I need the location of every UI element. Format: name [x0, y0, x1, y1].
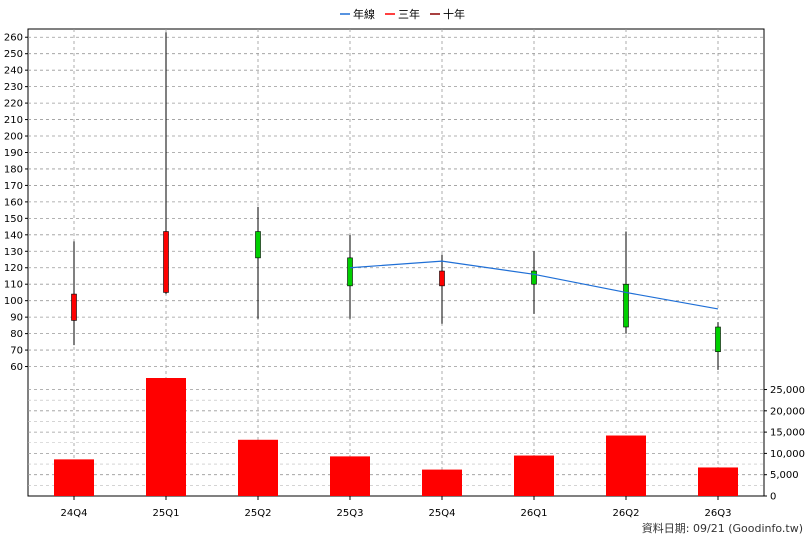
price-tick-label: 250 — [4, 49, 23, 60]
price-tick-label: 190 — [4, 148, 23, 159]
volume-bar — [238, 439, 278, 496]
volume-tick-label: 25,000 — [770, 385, 805, 396]
volume-bar — [514, 455, 554, 496]
category-label: 24Q4 — [61, 508, 88, 519]
category-label: 26Q2 — [613, 508, 640, 519]
legend-label: 三年 — [398, 7, 420, 21]
price-tick-label: 240 — [4, 66, 23, 77]
price-tick-label: 170 — [4, 181, 23, 192]
volume-bar — [54, 459, 94, 496]
category-label: 25Q3 — [337, 508, 364, 519]
candle-body — [531, 270, 537, 285]
category-label: 26Q3 — [705, 508, 732, 519]
price-tick-label: 90 — [10, 313, 23, 324]
price-tick-label: 210 — [4, 115, 23, 126]
volume-bar — [606, 435, 646, 496]
price-tick-label: 200 — [4, 132, 23, 143]
price-tick-label: 100 — [4, 296, 23, 307]
volume-bar — [422, 469, 462, 496]
price-tick-label: 180 — [4, 164, 23, 175]
price-tick-label: 150 — [4, 214, 23, 225]
price-tick-label: 220 — [4, 99, 23, 110]
volume-tick-label: 0 — [770, 492, 776, 503]
volume-tick-label: 20,000 — [770, 406, 805, 417]
series-line-annual — [349, 260, 719, 310]
category-label: 26Q1 — [521, 508, 548, 519]
plot-area — [27, 28, 765, 497]
candle-body — [439, 270, 445, 287]
volume-tick-label: 10,000 — [770, 449, 805, 460]
price-tick-label: 80 — [10, 329, 23, 340]
price-tick-label: 260 — [4, 33, 23, 44]
category-label: 25Q2 — [245, 508, 272, 519]
volume-tick-label: 5,000 — [770, 470, 799, 481]
legend-label: 十年 — [443, 7, 465, 21]
price-tick-label: 130 — [4, 247, 23, 258]
candle-body — [255, 231, 261, 259]
volume-bar — [698, 467, 738, 496]
candle-body — [347, 257, 353, 287]
candle-body — [623, 283, 629, 328]
candle-body — [71, 293, 77, 321]
category-label: 25Q4 — [429, 508, 456, 519]
candle-body — [163, 231, 169, 293]
price-tick-label: 120 — [4, 263, 23, 274]
price-tick-label: 70 — [10, 346, 23, 357]
volume-bar — [146, 378, 186, 496]
price-tick-label: 110 — [4, 280, 23, 291]
volume-bar — [330, 456, 370, 496]
candle-body — [715, 326, 721, 353]
price-tick-label: 160 — [4, 197, 23, 208]
price-tick-label: 140 — [4, 230, 23, 241]
legend-label: 年線 — [353, 7, 375, 21]
price-tick-label: 230 — [4, 82, 23, 93]
price-tick-label: 60 — [10, 362, 23, 373]
category-label: 25Q1 — [153, 508, 180, 519]
source-note: 資料日期: 09/21 (Goodinfo.tw) — [642, 521, 803, 535]
volume-tick-label: 15,000 — [770, 428, 805, 439]
